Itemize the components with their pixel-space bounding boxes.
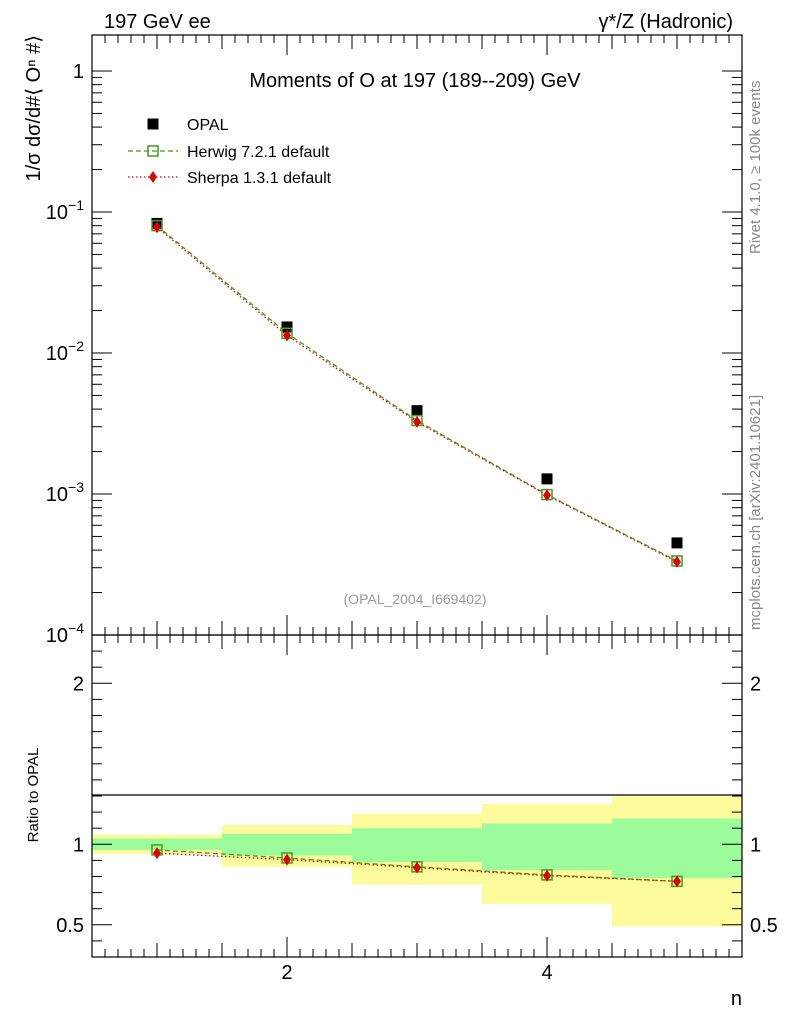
ratio-y-tick-label-right: 0.5 [750,915,778,937]
x-tick-label: 2 [281,962,292,984]
ratio-y-tick-label-left: 2 [73,673,84,695]
ratio-stat-uncertainty-band [352,828,482,863]
opal-data-point [411,405,423,417]
sherpa-ratio-point [543,869,551,882]
main-panel: 1 10−1 10−2 10−3 10−4 Moments of O at 197 (1… [23,34,743,647]
legend-opal-marker [147,118,159,130]
ratio-y-tick-label-left: 0.5 [56,915,84,937]
header-left-label: 197 GeV ee [104,11,211,33]
sherpa-ratio-point [153,847,161,860]
opal-data-point [671,537,683,549]
legend-label: Sherpa 1.3.1 default [187,170,332,187]
legend-label: Herwig 7.2.1 default [187,144,330,161]
ratio-y-tick-label-left: 1 [73,834,84,856]
main-series-markers [151,217,683,568]
mcplots-source-label: mcplots.cern.ch [arXiv:2401.10621] [747,395,764,630]
rivet-version-label: Rivet 4.1.0, ≥ 100k events [747,81,764,254]
main-y-tick-label: 10−3 [46,479,84,506]
sherpa-data-point [153,221,161,234]
sherpa-data-point [283,329,291,342]
sherpa-main-line [156,226,678,563]
ratio-y-tick-label-right: 2 [750,673,761,695]
main-y-axis-label: 1/σ dσ/d#⟨ Oⁿ #⟩ [23,35,45,182]
chart-title: Moments of O at 197 (189--209) GeV [249,70,581,92]
sherpa-data-point [543,489,551,502]
analysis-watermark: (OPAL_2004_I669402) [344,591,487,607]
sherpa-ratio-point [413,861,421,874]
ratio-stat-uncertainty-band [612,818,742,879]
herwig-main-line [156,225,678,562]
main-axis-ticks: 1 10−1 10−2 10−3 10−4 [46,35,742,647]
ratio-series-markers [151,844,683,888]
sherpa-ratio-point [673,875,681,888]
opal-data-point [541,473,553,485]
opal-data-point [281,321,293,333]
ratio-stat-uncertainty-band [482,823,612,871]
legend: OPAL Herwig 7.2.1 default Sherpa 1.3.1 def… [128,117,332,187]
legend-sherpa-marker [149,171,157,183]
ratio-stat-uncertainty-band [222,833,352,856]
legend-label: OPAL [187,117,229,134]
ratio-y-axis-label: Ratio to OPAL [25,748,42,843]
main-y-tick-label: 10−4 [46,620,84,647]
ratio-axis-ticks: 0.5 0.5 1 1 2 2 2 4 [56,635,778,984]
ratio-y-tick-label-right: 1 [750,834,761,856]
ratio-frame [91,634,743,958]
ratio-panel: 0.5 0.5 1 1 2 2 2 4 Ratio to OPAL n [25,634,778,1010]
x-tick-label: 4 [541,962,552,984]
main-series-lines [156,225,678,563]
main-y-tick-label: 10−2 [46,338,84,365]
main-y-tick-label: 1 [73,61,84,83]
sherpa-data-point [673,555,681,568]
legend-herwig-marker [147,145,159,157]
main-y-tick-label: 10−1 [46,197,84,224]
x-axis-label: n [731,988,742,1010]
sherpa-ratio-point [283,853,291,866]
header-right-label: γ*/Z (Hadronic) [599,11,733,33]
sherpa-data-point [413,415,421,428]
